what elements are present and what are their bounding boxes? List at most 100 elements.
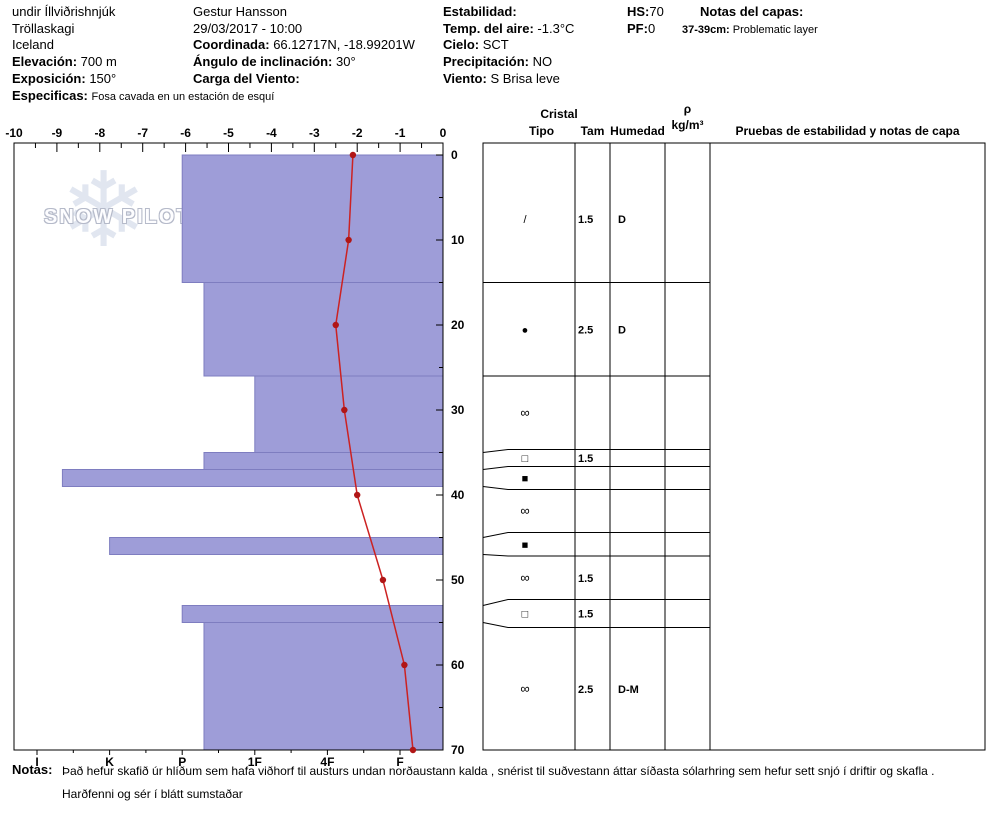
slope-angle-label: Ángulo de inclinación:	[193, 54, 333, 69]
layer-row-line	[482, 449, 710, 453]
hardness-tick-label: P	[178, 755, 186, 769]
layer-row-line	[482, 532, 710, 538]
precip-row: Precipitación: NO	[443, 54, 552, 70]
country-name: Iceland	[12, 37, 54, 52]
hardness-bar	[203, 452, 444, 470]
aspect-row: Exposición: 150°	[12, 71, 116, 87]
table-header-cristal: Cristal	[540, 107, 578, 121]
depth-tick-label: 40	[451, 488, 465, 502]
hardness-tick-label: I	[35, 755, 38, 769]
layer-row-line	[482, 486, 710, 490]
layer-note-entry: 37-39cm: Problematic layer	[682, 23, 818, 37]
coordinates-row: Coordinada: 66.12717N, -18.99201W	[193, 37, 415, 53]
hardness-bar	[181, 154, 444, 283]
hardness-tick-label: F	[396, 755, 403, 769]
layer-note-depth: 37-39cm:	[682, 24, 730, 36]
pf-label: PF:	[627, 21, 648, 36]
depth-tick-label: 50	[451, 573, 465, 587]
wind-value: S Brisa leve	[490, 71, 560, 86]
hardness-bar	[181, 605, 444, 623]
grain-symbol-faceted-crystals: □	[522, 609, 529, 621]
temp-tick-label: -8	[94, 126, 105, 140]
grain-symbol-melt-forms: ∞	[520, 405, 529, 420]
temperature-point	[341, 406, 348, 414]
wind-label: Viento:	[443, 71, 487, 86]
temp-tick-label: -1	[395, 126, 406, 140]
temperature-line	[334, 154, 414, 751]
temp-tick-label: -6	[180, 126, 191, 140]
layer-moisture-value: D	[618, 324, 626, 336]
depth-tick-label: 0	[451, 148, 458, 162]
wind-row: Viento: S Brisa leve	[443, 71, 560, 87]
hs-value: 70	[649, 4, 664, 19]
observer-name: Gestur Hansson	[193, 4, 287, 19]
layer-note-text: Problematic layer	[732, 24, 818, 36]
temp-tick-label: -10	[5, 126, 23, 140]
sky-label: Cielo:	[443, 37, 480, 52]
hardness-bar	[203, 622, 444, 751]
coordinates-label: Coordinada:	[193, 37, 270, 52]
grain-symbol-melt-forms: ∞	[520, 570, 529, 585]
layer-row-line	[482, 599, 710, 606]
grain-symbol-faceted-crystals: □	[522, 453, 529, 465]
temperature-point	[332, 321, 339, 329]
grain-size-value: 1.5	[578, 609, 593, 621]
notes-label: Notas:	[12, 762, 53, 777]
grain-symbol-ice-layer: ■	[522, 473, 529, 485]
specifics-value: Fosa cavada en un estación de esquí	[91, 91, 275, 103]
slope-angle-row: Ángulo de inclinación: 30°	[193, 54, 356, 70]
temp-tick-label: -4	[266, 126, 277, 140]
air-temp-row: Temp. del aire: -1.3°C	[443, 21, 574, 37]
grain-size-value: 2.5	[578, 324, 593, 336]
hardness-tick-label: K	[105, 755, 114, 769]
precip-label: Precipitación:	[443, 54, 529, 69]
hardness-bar	[109, 537, 444, 555]
slope-angle-value: 30°	[336, 54, 356, 69]
pf-value: 0	[647, 21, 656, 36]
hardness-tick-label: 4F	[320, 755, 334, 769]
grain-symbol-melt-forms: ∞	[520, 681, 529, 696]
region-name: Tröllaskagi	[12, 21, 75, 36]
grain-size-value: 1.5	[578, 214, 593, 226]
table-header-density-units: kg/m³	[671, 118, 704, 132]
specifics-label: Especificas:	[12, 88, 88, 103]
grain-size-value: 1.5	[578, 573, 593, 585]
layer-row-line	[482, 622, 710, 628]
wind-loading-label: Carga del Viento:	[193, 71, 300, 86]
table-header-humedad: Humedad	[610, 124, 665, 138]
table-header-tipo: Tipo	[528, 124, 555, 138]
hardness-bar	[203, 282, 444, 377]
temp-tick-label: 0	[440, 126, 447, 140]
temp-tick-label: -2	[352, 126, 363, 140]
air-temp-value: -1.3°C	[537, 21, 575, 36]
coordinates-value: 66.12717N, -18.99201W	[273, 37, 415, 52]
grain-symbol-round-grains: ●	[522, 324, 529, 336]
grain-symbol-decomposing-fragments: /	[523, 214, 527, 226]
specifics-row: Especificas: Fosa cavada en un estación …	[12, 88, 274, 104]
location-name: undir Íllviðrishnjúk	[12, 4, 116, 19]
sky-value: SCT	[482, 37, 509, 52]
table-border	[482, 142, 986, 751]
grain-size-value: 1.5	[578, 453, 593, 465]
temperature-point	[409, 746, 417, 754]
pf-row: PF:0	[627, 21, 655, 37]
depth-tick-label: 60	[451, 658, 465, 672]
depth-tick-label: 70	[451, 743, 465, 757]
depth-tick-label: 20	[451, 318, 465, 332]
grain-symbol-melt-forms: ∞	[520, 503, 529, 518]
notes-line1: Það hefur skafið úr hlíðum sem hafa viðh…	[62, 764, 935, 778]
temperature-point	[401, 661, 408, 669]
elevation-row: Elevación: 700 m	[12, 54, 117, 70]
elevation-value: 700 m	[80, 54, 117, 69]
hardness-bar	[61, 469, 444, 487]
stability-label: Estabilidad:	[443, 4, 517, 19]
aspect-label: Exposición:	[12, 71, 86, 86]
depth-tick-label: 30	[451, 403, 465, 417]
hs-row: HS:70	[627, 4, 664, 20]
sky-row: Cielo: SCT	[443, 37, 509, 53]
table-header-tests: Pruebas de estabilidad y notas de capa	[735, 124, 960, 138]
temp-tick-label: -7	[137, 126, 148, 140]
table-header-tam: Tam	[580, 124, 605, 138]
temperature-point	[379, 576, 387, 584]
